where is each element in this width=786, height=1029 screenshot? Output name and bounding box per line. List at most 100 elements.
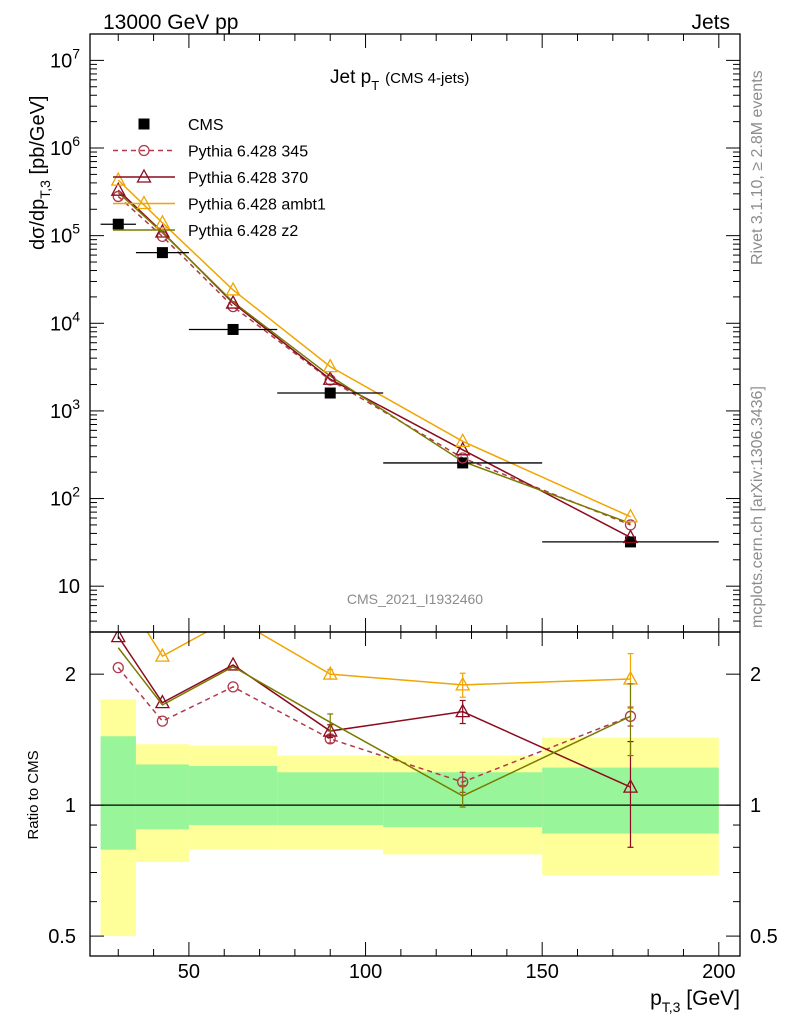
main-y-tick-base: 10 <box>50 138 72 160</box>
series-marker-2 <box>110 181 126 196</box>
ratio-x-tick-label: 150 <box>525 961 558 983</box>
series-marker-1 <box>324 374 336 386</box>
series-marker-2 <box>322 370 338 385</box>
series-marker-0 <box>324 387 336 399</box>
ratio-plot-area <box>90 578 740 937</box>
ratio-ylabel: Ratio to CMS <box>25 750 42 839</box>
main-ylabel-unit: [pb/GeV] <box>27 96 49 181</box>
ratio-y-tick-label-right: 1 <box>750 795 761 817</box>
series-marker-3 <box>455 432 471 447</box>
series-marker-3 <box>622 508 639 523</box>
series-line-1 <box>117 195 631 526</box>
ratio-xlabel-unit: [GeV] <box>680 987 740 1010</box>
main-title-text: Jet p <box>330 67 371 88</box>
series-marker-3 <box>225 281 241 296</box>
ratio-xlabel-sub: T,3 <box>662 999 681 1015</box>
legend: CMS Pythia 6.428 345 Pythia 6.428 370 Pythi… <box>113 117 326 240</box>
main-y-tick-label: 103 <box>50 396 80 423</box>
main-y-tick-base: 10 <box>50 313 72 335</box>
series-marker-2 <box>225 294 241 309</box>
ratio-marker-2 <box>322 665 338 680</box>
ratio-marker-0 <box>112 662 124 674</box>
series-marker-0 <box>227 323 239 335</box>
main-y-tick-exp: 6 <box>72 133 80 149</box>
main-y-tick-label: 106 <box>50 133 80 160</box>
main-ylabel-text: dσ/dp <box>27 199 49 250</box>
ratio-band-inner <box>277 772 384 826</box>
legend-label: Pythia 6.428 z2 <box>188 223 298 240</box>
ratio-y-tick-label: 1 <box>65 795 76 817</box>
analysis-tag: CMS_2021_I1932460 <box>347 591 483 607</box>
legend-marker <box>138 144 150 157</box>
ratio-y-tick-label-right: 2 <box>750 664 761 686</box>
series-marker-3 <box>322 358 338 373</box>
main-y-tick-label: 107 <box>50 45 80 72</box>
series-marker-2 <box>455 441 471 456</box>
main-y-tick-label: 104 <box>50 308 80 335</box>
ratio-axes: 0.5 0.5 1 1 2 2 50 100 150 200 <box>48 632 778 983</box>
series-marker-3 <box>154 214 171 229</box>
series-marker-2 <box>622 529 639 544</box>
ratio-band-inner <box>135 764 189 830</box>
main-y-tick-label: 102 <box>50 484 80 511</box>
ratio-marker-0 <box>227 681 239 693</box>
main-title-note: (CMS 4-jets) <box>385 70 469 87</box>
ratio-marker-2 <box>112 578 125 590</box>
main-y-tick-exp: 4 <box>72 308 80 324</box>
series-marker-1 <box>457 452 469 464</box>
series-marker-0 <box>112 218 124 230</box>
main-y-tick-exp: 5 <box>72 221 80 237</box>
ratio-band-inner <box>100 736 136 850</box>
series-marker-3 <box>110 171 126 186</box>
series-line-2 <box>117 189 631 539</box>
main-y-tick-label: 10 <box>58 576 80 598</box>
ratio-marker-2 <box>227 610 240 622</box>
header-left: 13000 GeV pp <box>103 11 238 34</box>
main-y-tick-base: 10 <box>50 489 72 511</box>
main-y-tick-base: 10 <box>50 50 72 72</box>
ratio-line-3 <box>117 647 631 797</box>
ratio-line-1 <box>117 636 631 788</box>
main-y-tick-exp: 7 <box>72 45 80 61</box>
ratio-x-tick-label: 50 <box>178 961 200 983</box>
series-marker-2 <box>154 223 171 238</box>
header-right: Jets <box>691 11 730 34</box>
legend-label: Pythia 6.428 ambt1 <box>188 197 326 214</box>
main-title-sub: T <box>371 78 379 93</box>
main-plot-area <box>100 171 719 548</box>
ratio-marker-1 <box>225 656 241 671</box>
ratio-y-tick-label-right: 0.5 <box>750 926 778 948</box>
series-marker-1 <box>112 190 124 203</box>
ratio-x-tick-label: 100 <box>349 961 382 983</box>
main-ylabel: dσ/dpT,3 [pb/GeV] <box>27 96 53 250</box>
legend-marker <box>136 195 152 210</box>
ratio-line-2 <box>146 632 631 686</box>
main-y-tick-exp: 3 <box>72 396 80 412</box>
main-title: Jet pT (CMS 4-jets) <box>330 67 469 93</box>
ratio-marker-1 <box>322 722 338 737</box>
main-y-tick-label: 105 <box>50 221 80 248</box>
ratio-line-0 <box>117 667 631 783</box>
series-marker-0 <box>156 247 168 259</box>
side-text-bottom: mcplots.cern.ch [arXiv:1306.3436] <box>749 386 766 628</box>
ratio-xlabel-text: p <box>650 987 662 1010</box>
ratio-y-tick-label: 0.5 <box>48 926 76 948</box>
main-ylabel-sub: T,3 <box>37 180 53 199</box>
ratio-xlabel: pT,3 [GeV] <box>650 987 740 1015</box>
ratio-marker-2 <box>154 647 171 662</box>
legend-label: CMS <box>188 117 224 134</box>
side-text-top: Rivet 3.1.10, ≥ 2.8M events <box>749 70 766 265</box>
main-y-tick-base: 10 <box>50 401 72 423</box>
ratio-x-tick-label: 200 <box>702 961 735 983</box>
ratio-marker-2 <box>455 676 471 691</box>
legend-marker <box>138 118 150 130</box>
ratio-marker-1 <box>110 632 126 643</box>
main-y-tick-base: 10 <box>50 226 72 248</box>
ratio-marker-1 <box>455 703 471 718</box>
ratio-marker-0 <box>156 715 169 727</box>
series-line-3 <box>117 179 631 518</box>
ratio-y-tick-label: 2 <box>65 664 76 686</box>
